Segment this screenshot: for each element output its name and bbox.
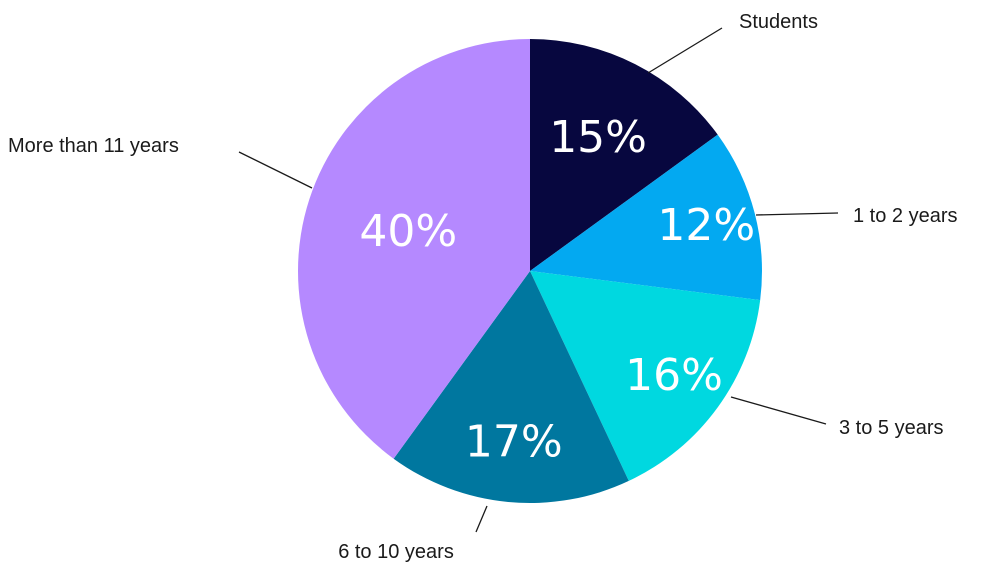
leader-line-3-to-5-years [730, 396, 827, 425]
percent-label-3-to-5-years: 16% [625, 350, 723, 401]
pie-slice-3-to-5-years [530, 271, 761, 481]
pie-slice-more-than-11-years [297, 39, 530, 459]
leader-line-more-than-11-years [238, 151, 313, 189]
percent-label-students: 15% [549, 112, 647, 163]
leader-line-6-to-10-years [475, 505, 488, 533]
category-label-6-to-10-years: 6 to 10 years [338, 541, 454, 562]
leader-line-students [647, 27, 723, 74]
category-label-more-than-11-years: More than 11 years [8, 135, 179, 157]
percent-labels: 15%12% 16% 17% 40% [359, 112, 755, 468]
category-label-1-to-2-years: 1 to 2 years [853, 205, 958, 227]
percent-label-6-to-10-years: 17% [465, 417, 563, 468]
category-label-3-to-5-years: 3 to 5 years [839, 417, 944, 439]
pie-slice-1-to-2-years [530, 134, 762, 301]
percent-label-more-than-11-years: 40% [359, 206, 457, 257]
leader-lines [238, 27, 839, 533]
category-labels: Students 1 to 2 years 3 to 5 years 6 to 10 … [8, 11, 958, 562]
pie-slice-6-to-10-years [393, 271, 629, 504]
percent-label-1-to-2-years: 12% [657, 200, 755, 251]
category-label-students: Students [739, 11, 818, 33]
pie-slices [297, 39, 762, 504]
leader-line-1-to-2-years [755, 212, 839, 216]
pie-slice-students [530, 39, 718, 271]
